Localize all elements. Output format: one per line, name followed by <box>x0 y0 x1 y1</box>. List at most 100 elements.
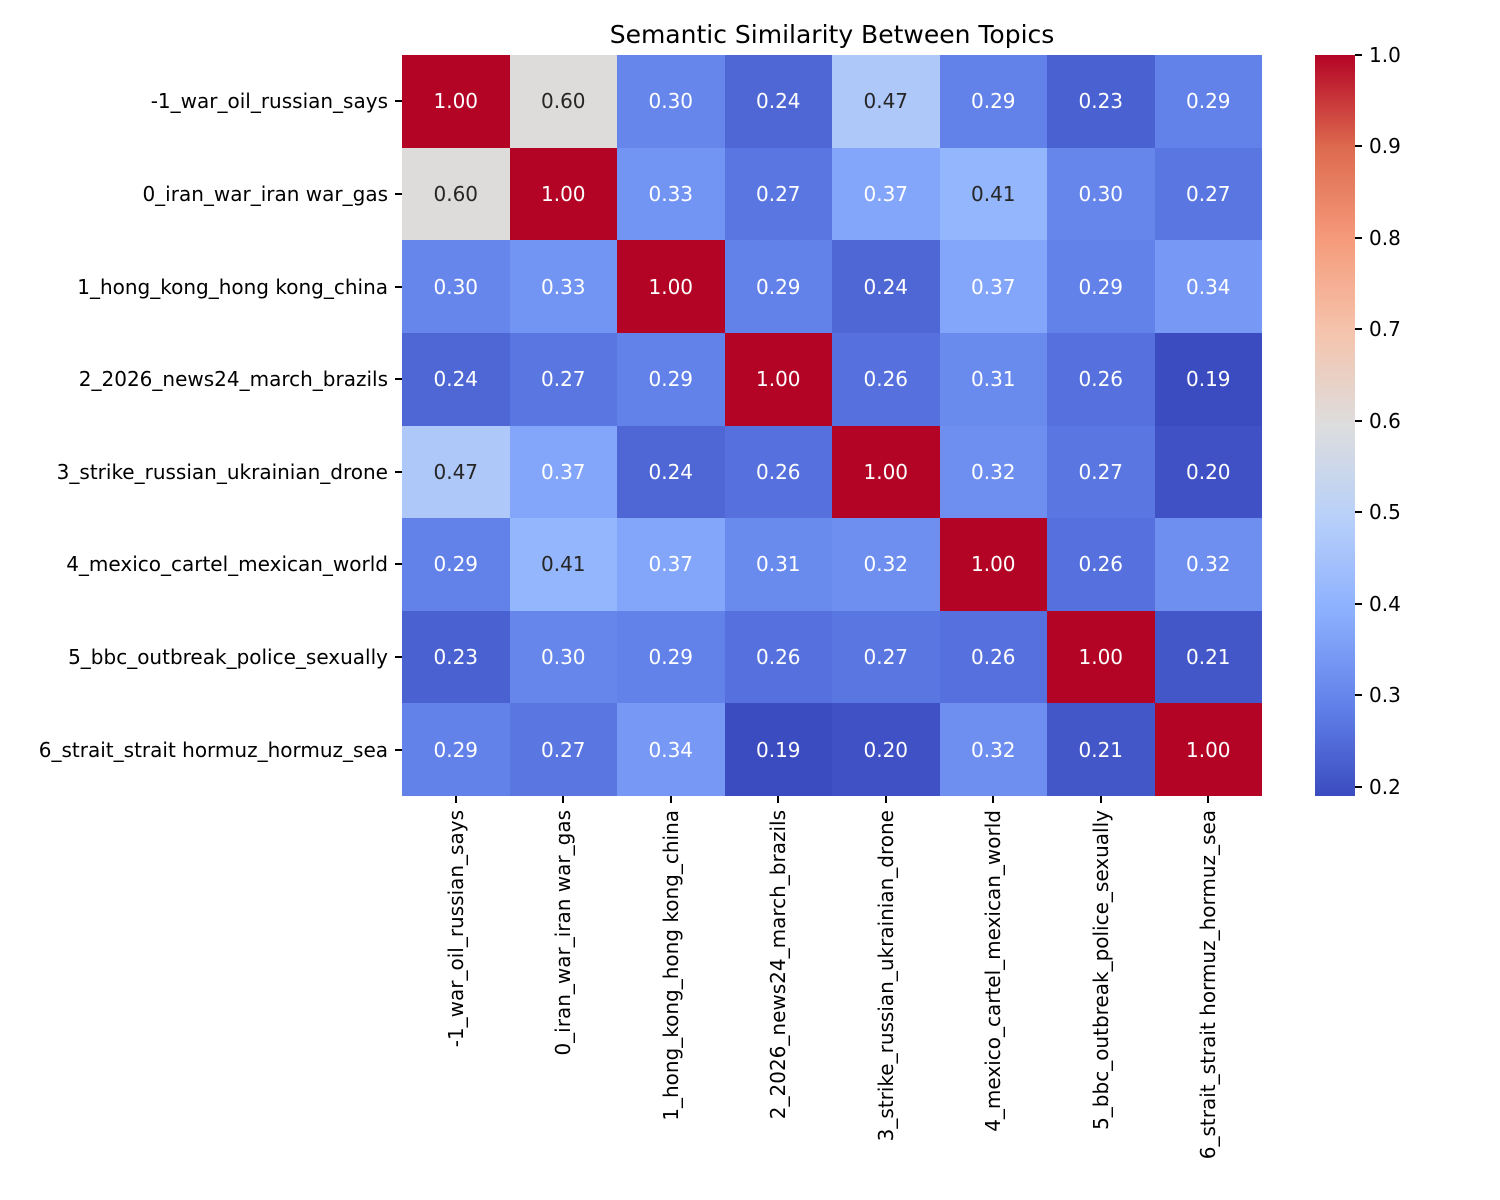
y-tick-label: 6_strait_strait hormuz_hormuz_sea <box>38 737 388 762</box>
x-tick-mark <box>884 796 887 803</box>
y-tick-mark <box>395 563 402 566</box>
y-tick-label: 4_mexico_cartel_mexican_world <box>66 552 388 577</box>
x-tick-label: 3_strike_russian_ukrainian_drone <box>873 810 898 1142</box>
y-tick-mark <box>395 470 402 473</box>
colorbar-tick-mark <box>1355 145 1362 148</box>
heatmap-cell: 0.26 <box>724 425 832 519</box>
y-tick-label: 2_2026_news24_march_brazils <box>78 367 388 392</box>
heatmap-cell: 1.00 <box>1047 610 1155 704</box>
heatmap-cell: 1.00 <box>939 518 1047 611</box>
heatmap-cell: 0.27 <box>832 610 940 704</box>
x-tick-label: -1_war_oil_russian_says <box>443 810 468 1048</box>
heatmap-cell: 0.32 <box>1154 518 1262 611</box>
colorbar-tick-mark <box>1355 419 1362 422</box>
colorbar-tick-mark <box>1355 54 1362 56</box>
heatmap-cell: 0.27 <box>509 703 617 796</box>
heatmap-cell: 0.30 <box>617 55 725 148</box>
heatmap-cell: 0.27 <box>509 332 617 426</box>
x-tick-mark <box>454 796 457 803</box>
x-tick-label: 1_hong_kong_hong kong_china <box>658 810 683 1121</box>
heatmap-cell: 0.33 <box>617 147 725 241</box>
colorbar-tick-mark <box>1355 694 1362 697</box>
heatmap-cell: 0.26 <box>832 332 940 426</box>
heatmap-grid: 1.00 0.60 0.30 0.24 0.47 0.29 0.23 0.29 0.60 1.00… <box>402 55 1262 796</box>
x-tick-label: 5_bbc_outbreak_police_sexually <box>1088 810 1113 1130</box>
colorbar-tick-label: 0.5 <box>1369 500 1401 525</box>
heatmap-cell: 0.21 <box>1154 610 1262 704</box>
x-tick-label: 6_strait_strait hormuz_hormuz_sea <box>1196 810 1221 1160</box>
heatmap-cell: 0.19 <box>724 703 832 796</box>
y-tick-label: -1_war_oil_russian_says <box>150 89 388 114</box>
x-tick-mark <box>777 796 780 803</box>
y-tick-label: 0_iran_war_iran war_gas <box>142 181 388 206</box>
heatmap-cell: 0.29 <box>402 518 510 611</box>
x-tick-mark <box>1207 796 1210 803</box>
heatmap-cell: 0.33 <box>509 240 617 333</box>
x-tick-label: 2_2026_news24_march_brazils <box>766 810 791 1120</box>
heatmap-cell: 0.29 <box>939 55 1047 148</box>
heatmap-cell: 0.27 <box>1154 147 1262 241</box>
heatmap-cell: 0.31 <box>939 332 1047 426</box>
colorbar-tick-mark <box>1355 511 1362 514</box>
colorbar-tick-label: 1.0 <box>1369 43 1401 67</box>
heatmap-cell: 0.20 <box>1154 425 1262 519</box>
x-tick-mark <box>562 796 565 803</box>
heatmap-cell: 0.26 <box>939 610 1047 704</box>
heatmap-cell: 0.29 <box>1047 240 1155 333</box>
heatmap-cell: 1.00 <box>617 240 725 333</box>
heatmap-cell: 0.41 <box>509 518 617 611</box>
colorbar-tick-label: 0.7 <box>1369 317 1401 342</box>
x-tick-mark <box>669 796 672 803</box>
heatmap-cell: 0.37 <box>939 240 1047 333</box>
heatmap-cell: 0.20 <box>832 703 940 796</box>
heatmap-cell: 1.00 <box>402 55 510 148</box>
x-tick-mark <box>992 796 995 803</box>
heatmap-cell: 1.00 <box>832 425 940 519</box>
y-tick-label: 1_hong_kong_hong kong_china <box>77 274 388 299</box>
heatmap-cell: 0.19 <box>1154 332 1262 426</box>
heatmap-cell: 0.27 <box>724 147 832 241</box>
heatmap-cell: 0.26 <box>1047 518 1155 611</box>
heatmap-cell: 1.00 <box>724 332 832 426</box>
heatmap-cell: 0.47 <box>402 425 510 519</box>
heatmap-cell: 0.24 <box>617 425 725 519</box>
colorbar-tick-mark <box>1355 785 1362 788</box>
heatmap-cell: 0.34 <box>1154 240 1262 333</box>
heatmap-cell: 0.32 <box>832 518 940 611</box>
heatmap-cell: 0.30 <box>402 240 510 333</box>
heatmap-cell: 0.34 <box>617 703 725 796</box>
heatmap-cell: 0.24 <box>832 240 940 333</box>
heatmap-cell: 0.24 <box>724 55 832 148</box>
y-tick-mark <box>395 192 402 195</box>
heatmap-cell: 0.23 <box>402 610 510 704</box>
x-tick-label: 4_mexico_cartel_mexican_world <box>981 810 1006 1132</box>
heatmap-cell: 0.47 <box>832 55 940 148</box>
heatmap-cell: 0.37 <box>832 147 940 241</box>
colorbar-tick-label: 0.4 <box>1369 591 1401 616</box>
heatmap-cell: 0.29 <box>402 703 510 796</box>
heatmap-cell: 0.30 <box>509 610 617 704</box>
colorbar-tick-label: 0.6 <box>1369 408 1401 433</box>
colorbar-tick-mark <box>1355 602 1362 605</box>
heatmap-cell: 0.29 <box>1154 55 1262 148</box>
y-tick-mark <box>395 378 402 381</box>
heatmap-cell: 0.31 <box>724 518 832 611</box>
heatmap-cell: 0.60 <box>402 147 510 241</box>
y-tick-mark <box>395 656 402 659</box>
heatmap-cell: 0.23 <box>1047 55 1155 148</box>
y-tick-mark <box>395 748 402 751</box>
heatmap-cell: 0.27 <box>1047 425 1155 519</box>
y-tick-label: 5_bbc_outbreak_police_sexually <box>68 645 388 670</box>
heatmap-cell: 1.00 <box>1154 703 1262 796</box>
heatmap-cell: 0.26 <box>1047 332 1155 426</box>
heatmap-cell: 0.29 <box>617 332 725 426</box>
heatmap-cell: 0.60 <box>509 55 617 148</box>
colorbar-tick-mark <box>1355 236 1362 239</box>
heatmap-cell: 0.29 <box>617 610 725 704</box>
x-tick-label: 0_iran_war_iran war_gas <box>551 810 576 1056</box>
heatmap-cell: 0.29 <box>724 240 832 333</box>
heatmap-cell: 0.37 <box>617 518 725 611</box>
colorbar-tick-mark <box>1355 328 1362 331</box>
heatmap-cell: 0.32 <box>939 703 1047 796</box>
